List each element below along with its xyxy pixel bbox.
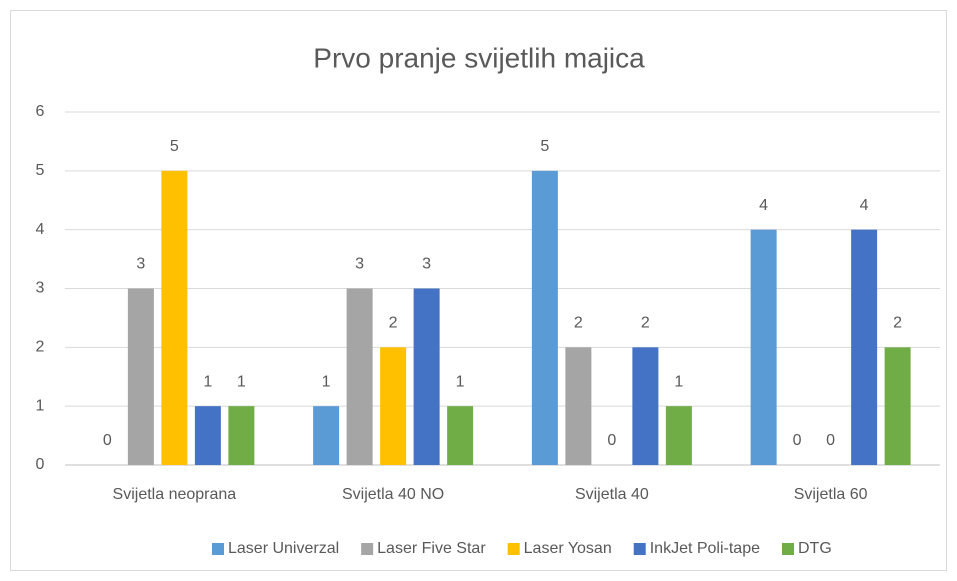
bar — [313, 406, 340, 465]
data-label: 0 — [793, 432, 802, 449]
bar — [851, 229, 878, 465]
legend-swatch — [782, 543, 794, 555]
legend-swatch — [361, 543, 374, 555]
data-label: 1 — [674, 373, 683, 390]
y-tick-label: 3 — [36, 280, 45, 297]
data-label: 2 — [389, 315, 398, 332]
bar — [194, 406, 221, 465]
bar — [447, 406, 474, 465]
data-label: 1 — [322, 373, 331, 390]
bar — [750, 229, 777, 465]
y-tick-label: 5 — [36, 162, 45, 179]
bar — [565, 347, 592, 465]
y-tick-label: 4 — [36, 221, 45, 238]
bar — [632, 347, 659, 465]
data-label: 4 — [759, 197, 768, 214]
data-label: 0 — [607, 432, 616, 449]
x-tick-label: Svijetla 40 — [575, 486, 649, 503]
x-tick-label: Svijetla 40 NO — [342, 486, 444, 503]
data-label: 3 — [355, 256, 364, 273]
data-label: 5 — [170, 138, 179, 155]
y-tick-label: 1 — [36, 397, 45, 414]
chart-title: Prvo pranje svijetlih majica — [313, 42, 645, 73]
data-label: 2 — [574, 315, 583, 332]
data-label: 4 — [860, 197, 869, 214]
legend-swatch — [633, 543, 646, 555]
x-tick-label: Svijetla neoprana — [113, 486, 237, 503]
bar — [884, 347, 911, 465]
legend-label: Laser Five Star — [377, 540, 486, 557]
bar — [413, 288, 440, 465]
bar — [380, 347, 407, 465]
legend-label: Laser Yosan — [524, 540, 612, 557]
data-label: 0 — [103, 432, 112, 449]
data-label: 1 — [237, 373, 246, 390]
bar — [127, 288, 154, 465]
bar — [228, 406, 255, 465]
y-tick-label: 0 — [36, 456, 45, 473]
bar — [346, 288, 373, 465]
bar — [531, 170, 558, 466]
data-label: 0 — [826, 432, 835, 449]
data-label: 2 — [641, 315, 650, 332]
legend-swatch — [212, 543, 224, 555]
legend-label: DTG — [798, 540, 832, 557]
bar — [665, 406, 692, 465]
data-label: 1 — [203, 373, 212, 390]
y-tick-label: 6 — [36, 103, 45, 120]
data-label: 2 — [893, 315, 902, 332]
data-label: 3 — [136, 256, 145, 273]
legend-label: Laser Univerzal — [228, 540, 339, 557]
data-label: 5 — [540, 138, 549, 155]
x-tick-label: Svijetla 60 — [794, 486, 868, 503]
y-tick-label: 2 — [36, 339, 45, 356]
legend-label: InkJet Poli-tape — [650, 540, 760, 557]
data-label: 3 — [422, 256, 431, 273]
legend-swatch — [507, 543, 520, 555]
data-label: 1 — [456, 373, 465, 390]
bar — [161, 170, 188, 466]
